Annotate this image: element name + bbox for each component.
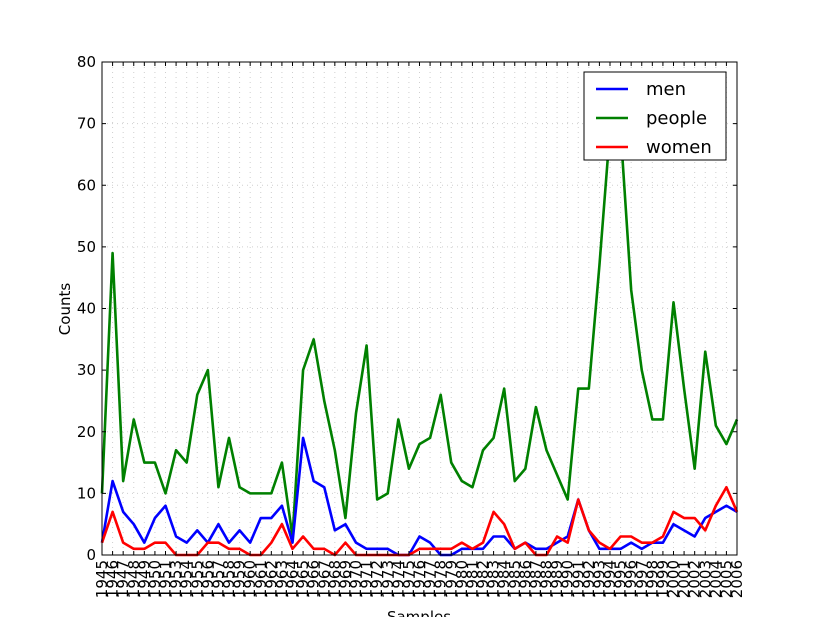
x-tick-label: 1999	[654, 560, 672, 598]
axis-ticks: 1945194619471948194919501951195319541955…	[77, 53, 746, 598]
x-tick-label: 1981	[463, 560, 481, 598]
x-tick-label: 1982	[474, 560, 492, 598]
y-tick-label: 50	[77, 238, 96, 256]
x-tick-label: 1984	[495, 560, 513, 598]
x-tick-label: 1951	[157, 560, 175, 598]
x-tick-label: 1991	[569, 560, 587, 598]
legend-label-women: women	[646, 137, 712, 158]
x-tick-label: 1976	[411, 560, 429, 598]
x-tick-label: 1954	[178, 560, 196, 598]
x-tick-label: 1980	[453, 560, 471, 598]
x-tick-label: 1947	[114, 560, 132, 598]
x-tick-label: 2003	[696, 560, 714, 598]
x-tick-label: 1996	[622, 560, 640, 598]
x-tick-label: 1974	[389, 560, 407, 598]
x-tick-label: 2001	[675, 560, 693, 598]
x-tick-label: 1994	[601, 560, 619, 598]
y-tick-label: 40	[77, 300, 96, 318]
x-tick-label: 1970	[347, 560, 365, 598]
series-lines	[100, 128, 739, 557]
x-tick-label: 1956	[199, 560, 217, 598]
x-tick-label: 1946	[104, 560, 122, 598]
x-tick-label: 2000	[665, 560, 683, 598]
x-tick-label: 1983	[485, 560, 503, 598]
x-tick-label: 1990	[559, 560, 577, 598]
series-line-people	[100, 128, 739, 538]
x-tick-label: 1964	[284, 560, 302, 598]
y-tick-label: 60	[77, 176, 96, 194]
y-tick-label: 20	[77, 423, 96, 441]
x-tick-label: 1967	[315, 560, 333, 598]
y-tick-label: 80	[77, 53, 96, 71]
x-tick-label: 1972	[368, 560, 386, 598]
x-tick-label: 2004	[707, 560, 725, 598]
x-tick-label: 1948	[125, 560, 143, 598]
x-tick-label: 1950	[146, 560, 164, 598]
x-tick-label: 1992	[580, 560, 598, 598]
x-tick-label: 1966	[305, 560, 323, 598]
x-tick-label: 2006	[728, 560, 746, 598]
x-tick-label: 1989	[548, 560, 566, 598]
legend-label-men: men	[646, 79, 686, 100]
x-tick-label: 1963	[273, 560, 291, 598]
x-tick-label: 1997	[633, 560, 651, 598]
x-tick-label: 2005	[717, 560, 735, 598]
x-tick-label: 1958	[220, 560, 238, 598]
x-tick-label: 1977	[421, 560, 439, 598]
x-tick-label: 1973	[379, 560, 397, 598]
x-tick-label: 1998	[643, 560, 661, 598]
y-tick-label: 0	[86, 546, 96, 564]
y-tick-label: 70	[77, 115, 96, 133]
x-tick-label: 1993	[590, 560, 608, 598]
legend: men people women	[583, 71, 727, 161]
x-tick-label: 1995	[612, 560, 630, 598]
x-tick-label: 1945	[93, 560, 111, 598]
x-tick-label: 1965	[294, 560, 312, 598]
y-axis-label: Counts	[56, 283, 74, 336]
x-tick-label: 1979	[442, 560, 460, 598]
x-tick-label: 1988	[538, 560, 556, 598]
x-tick-label: 1959	[231, 560, 249, 598]
legend-box	[583, 71, 727, 161]
x-tick-label: 1961	[252, 560, 270, 598]
y-tick-label: 30	[77, 361, 96, 379]
x-tick-label: 1955	[188, 560, 206, 598]
y-tick-label: 10	[77, 484, 96, 502]
x-tick-label: 1953	[167, 560, 185, 598]
x-tick-label: 1975	[400, 560, 418, 598]
x-tick-label: 1962	[262, 560, 280, 598]
x-axis-label: Samples	[387, 608, 451, 617]
legend-label-people: people	[646, 108, 707, 129]
x-tick-label: 1985	[506, 560, 524, 598]
x-tick-label: 1986	[516, 560, 534, 598]
x-tick-label: 1978	[432, 560, 450, 598]
x-tick-label: 1949	[135, 560, 153, 598]
series-line-women	[100, 485, 739, 557]
x-tick-label: 1960	[241, 560, 259, 598]
x-tick-label: 1957	[209, 560, 227, 598]
x-tick-label: 1968	[326, 560, 344, 598]
x-tick-label: 1971	[358, 560, 376, 598]
x-tick-label: 2002	[686, 560, 704, 598]
grid	[101, 62, 738, 555]
x-tick-label: 1969	[336, 560, 354, 598]
x-tick-label: 1987	[527, 560, 545, 598]
